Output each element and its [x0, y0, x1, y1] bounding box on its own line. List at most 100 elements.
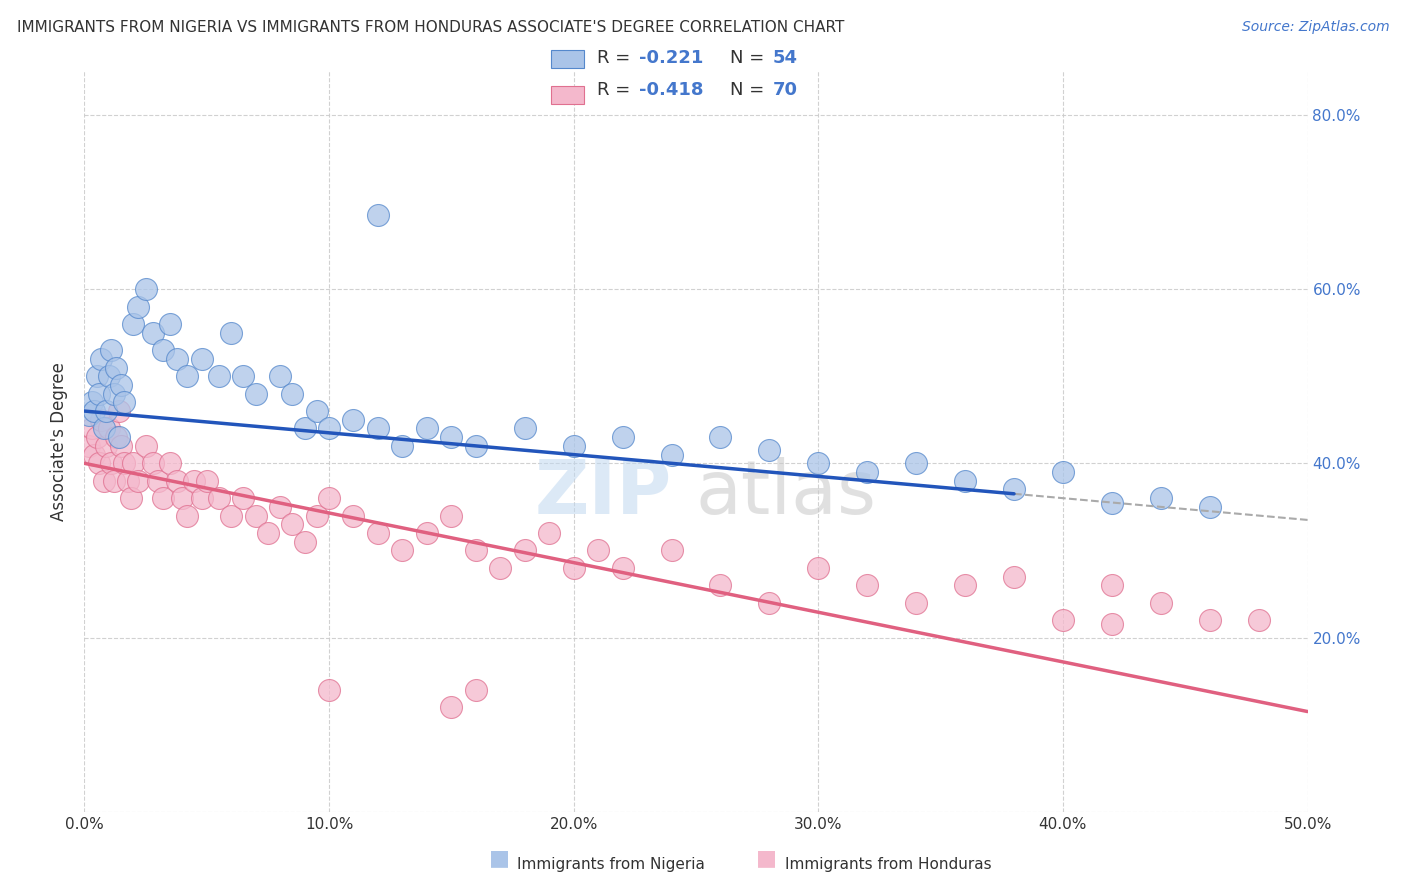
- Point: [142, 456, 165, 470]
- Point: [1052, 613, 1074, 627]
- Y-axis label: Associate's Degree: Associate's Degree: [51, 362, 69, 521]
- Point: [318, 682, 340, 697]
- Point: [953, 474, 976, 488]
- Point: [709, 430, 731, 444]
- Point: [110, 439, 132, 453]
- Point: [1150, 596, 1173, 610]
- Point: [83, 448, 105, 462]
- Point: [856, 578, 879, 592]
- Point: [77, 409, 100, 423]
- Point: [96, 439, 118, 453]
- Point: [758, 443, 780, 458]
- Point: [90, 413, 112, 427]
- Point: [183, 474, 205, 488]
- Point: [807, 561, 830, 575]
- Point: [103, 474, 125, 488]
- Point: [464, 543, 486, 558]
- Bar: [551, 87, 585, 104]
- Point: [96, 404, 118, 418]
- Point: [100, 456, 122, 470]
- Text: ■: ■: [756, 848, 776, 868]
- Point: [318, 421, 340, 435]
- Point: [294, 534, 316, 549]
- Point: [219, 326, 242, 340]
- Point: [191, 491, 214, 505]
- Text: ■: ■: [489, 848, 509, 868]
- Point: [1002, 483, 1025, 497]
- Point: [146, 474, 169, 488]
- Bar: [551, 50, 585, 68]
- Text: N =: N =: [730, 49, 769, 68]
- Point: [1150, 491, 1173, 505]
- Point: [440, 508, 463, 523]
- Point: [562, 439, 585, 453]
- Point: [105, 360, 128, 375]
- Point: [172, 491, 194, 505]
- Point: [281, 517, 304, 532]
- Point: [93, 421, 115, 435]
- Point: [107, 404, 129, 418]
- Point: [709, 578, 731, 592]
- Text: N =: N =: [730, 81, 769, 99]
- Point: [107, 430, 129, 444]
- Point: [93, 474, 115, 488]
- Point: [612, 561, 634, 575]
- Point: [77, 439, 100, 453]
- Point: [135, 282, 157, 296]
- Point: [97, 421, 120, 435]
- Point: [318, 491, 340, 505]
- Point: [87, 456, 110, 470]
- Point: [176, 369, 198, 384]
- Point: [86, 369, 108, 384]
- Text: atlas: atlas: [696, 457, 877, 530]
- Point: [1247, 613, 1270, 627]
- Text: ZIP: ZIP: [534, 457, 672, 530]
- Point: [367, 208, 389, 222]
- Point: [562, 561, 585, 575]
- Point: [117, 474, 139, 488]
- Point: [367, 526, 389, 541]
- Text: Source: ZipAtlas.com: Source: ZipAtlas.com: [1241, 20, 1389, 34]
- Point: [440, 700, 463, 714]
- Point: [586, 543, 609, 558]
- Point: [905, 596, 928, 610]
- Point: [219, 508, 242, 523]
- Point: [112, 395, 135, 409]
- Point: [1002, 569, 1025, 583]
- Point: [807, 456, 830, 470]
- Point: [305, 508, 328, 523]
- Point: [513, 421, 536, 435]
- Point: [152, 343, 174, 357]
- Point: [87, 386, 110, 401]
- Point: [257, 526, 280, 541]
- Point: [1101, 578, 1123, 592]
- Point: [342, 508, 364, 523]
- Point: [135, 439, 157, 453]
- Point: [440, 430, 463, 444]
- Point: [661, 448, 683, 462]
- Point: [294, 421, 316, 435]
- Point: [90, 351, 112, 366]
- Point: [191, 351, 214, 366]
- Point: [208, 369, 231, 384]
- Point: [120, 491, 142, 505]
- Point: [142, 326, 165, 340]
- Point: [416, 526, 439, 541]
- Text: IMMIGRANTS FROM NIGERIA VS IMMIGRANTS FROM HONDURAS ASSOCIATE'S DEGREE CORRELATI: IMMIGRANTS FROM NIGERIA VS IMMIGRANTS FR…: [17, 20, 844, 35]
- Point: [97, 369, 120, 384]
- Point: [100, 343, 122, 357]
- Point: [86, 430, 108, 444]
- Point: [905, 456, 928, 470]
- Point: [245, 508, 267, 523]
- Point: [1101, 617, 1123, 632]
- Point: [152, 491, 174, 505]
- Point: [489, 561, 512, 575]
- Point: [305, 404, 328, 418]
- Point: [1052, 465, 1074, 479]
- Point: [103, 386, 125, 401]
- Point: [538, 526, 561, 541]
- Point: [758, 596, 780, 610]
- Point: [464, 682, 486, 697]
- Point: [122, 317, 145, 331]
- Point: [513, 543, 536, 558]
